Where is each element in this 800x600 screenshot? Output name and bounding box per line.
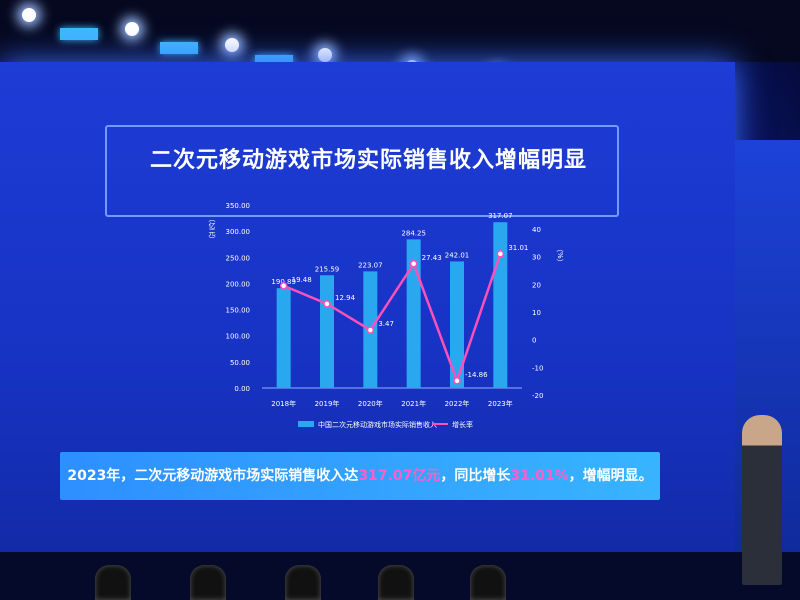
stage-light (318, 48, 332, 62)
stage-fixture (378, 565, 414, 600)
bar-data-label: 215.59 (315, 265, 340, 273)
x-axis-tick-label: 2022年 (445, 399, 470, 408)
x-axis-tick-label: 2023年 (488, 399, 513, 408)
bar (450, 261, 464, 388)
growth-point (409, 260, 418, 268)
growth-line (283, 253, 502, 385)
slide-title: 二次元移动游戏市场实际销售收入增幅明显 (150, 148, 588, 173)
left-axis-tick-label: 300.00 (226, 228, 251, 236)
summary-callout: 2023年，二次元移动游戏市场实际销售收入达317.07亿元，同比增长31.01… (60, 452, 660, 500)
left-axis-tick-label: 100.00 (226, 333, 251, 341)
stage-fixture (190, 565, 226, 600)
x-axis-tick-label: 2019年 (315, 399, 340, 408)
bar (493, 222, 508, 388)
growth-data-label: 31.01 (508, 244, 528, 252)
bar-data-label: 317.07 (488, 212, 513, 220)
stage-light (225, 38, 239, 52)
left-axis-tick-label: 150.00 (226, 307, 251, 315)
stage-fixture (95, 565, 131, 600)
growth-data-label: 19.48 (292, 276, 312, 284)
left-axis-tick-label: 0.00 (234, 385, 250, 393)
stage-light (22, 8, 36, 22)
led-panel (60, 28, 98, 40)
legend-bar-swatch (298, 421, 314, 427)
right-axis-tick-label: 40 (532, 226, 541, 234)
left-axis-tick-label: 250.00 (226, 254, 251, 262)
callout-middle: ，同比增长 (440, 468, 511, 484)
legend-line-label: 增长率 (452, 420, 473, 429)
right-axis-tick-label: 10 (532, 309, 541, 317)
bar (276, 288, 291, 388)
callout-suffix: ，增幅明显。 (568, 468, 653, 484)
x-axis-tick-label: 2021年 (401, 399, 426, 408)
x-axis-tick-label: 2018年 (271, 399, 296, 408)
growth-data-label: 12.94 (335, 294, 356, 302)
presenter (742, 415, 782, 585)
right-axis-tick-label: 30 (532, 254, 541, 262)
bar-data-label: 284.25 (401, 229, 426, 237)
right-axis-tick-label: -20 (532, 392, 543, 400)
led-panel (160, 42, 198, 54)
right-axis-tick-label: 0 (532, 337, 536, 345)
x-axis-tick-label: 2020年 (358, 399, 383, 408)
right-axis-tick-label: -10 (532, 364, 543, 372)
left-axis-tick-label: 50.00 (230, 359, 250, 367)
growth-point (366, 326, 375, 334)
growth-data-label: 3.47 (378, 320, 394, 328)
bar-data-label: 223.07 (358, 261, 383, 269)
stage-fixture (285, 565, 321, 600)
legend-bar-label: 中国二次元移动游戏市场实际销售收入 (318, 420, 437, 429)
bar-data-label: 242.01 (445, 251, 470, 259)
bar (320, 275, 334, 388)
title-frame (105, 125, 619, 217)
left-axis-tick-label: 350.00 (226, 202, 251, 210)
right-axis-title: （%） (556, 245, 564, 266)
growth-point (323, 300, 331, 308)
growth-data-label: -14.86 (465, 371, 488, 379)
callout-growth: 31.01% (510, 468, 569, 484)
callout-prefix: 2023年，二次元移动游戏市场实际销售收入达 (67, 468, 359, 484)
left-axis-title: （亿元） (208, 215, 216, 243)
growth-point (496, 250, 505, 258)
callout-revenue: 317.07亿元 (358, 468, 441, 484)
growth-point (279, 282, 288, 290)
growth-data-label: 27.43 (422, 254, 442, 262)
right-axis-tick-label: 20 (532, 281, 541, 289)
growth-point (453, 377, 461, 385)
stage-light (125, 22, 139, 36)
left-axis-tick-label: 200.00 (226, 280, 251, 288)
stage-fixture (470, 565, 506, 600)
